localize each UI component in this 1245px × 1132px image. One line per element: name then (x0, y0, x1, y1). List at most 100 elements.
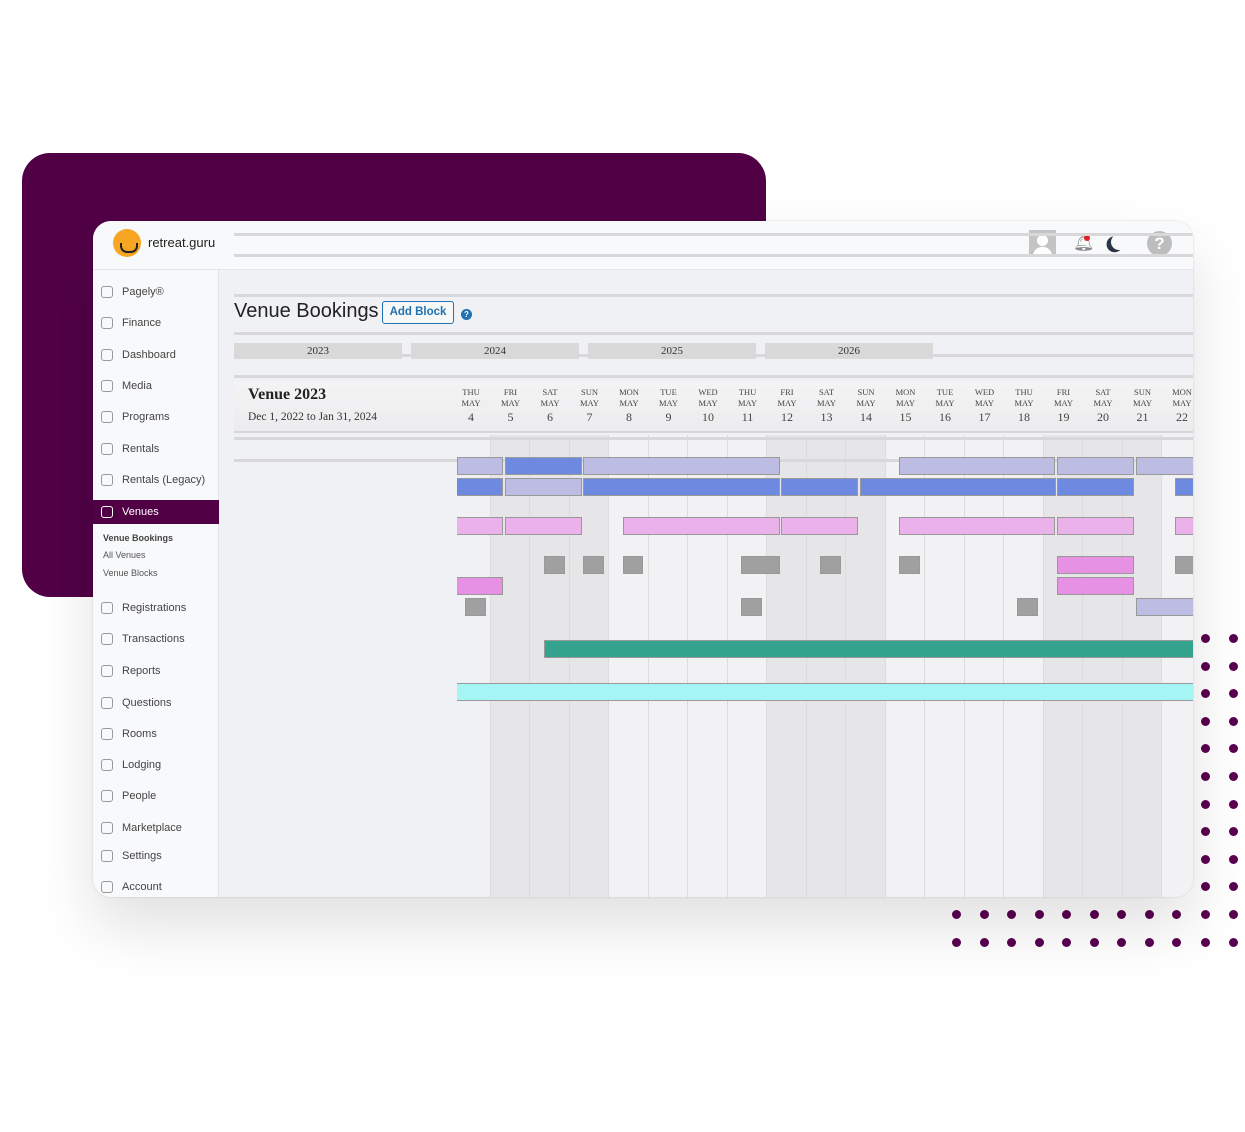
day-of-week: SUN (857, 387, 875, 397)
row-separator (234, 437, 1193, 440)
booking-block-pink[interactable] (457, 517, 504, 535)
day-number: 16 (939, 410, 951, 424)
day-header[interactable]: THU MAY 18 (1004, 387, 1044, 425)
sidebar-item-account[interactable]: Account (93, 875, 219, 897)
day-header[interactable]: MON MAY 15 (886, 387, 926, 425)
booking-block-magenta[interactable] (1056, 577, 1134, 595)
day-header[interactable]: WED MAY 10 (688, 387, 728, 425)
booking-block-cyan[interactable] (457, 683, 1193, 701)
booking-block-blue[interactable] (1056, 478, 1134, 496)
sidebar-item-reports[interactable]: Reports (93, 659, 219, 683)
booking-block-pink[interactable] (505, 517, 583, 535)
dot (1172, 937, 1181, 947)
booking-block-pink[interactable] (1175, 517, 1193, 535)
day-header[interactable]: THU MAY 4 (451, 387, 491, 425)
day-header[interactable]: FRI MAY 12 (767, 387, 807, 425)
sidebar-item-rooms[interactable]: Rooms (93, 722, 219, 746)
day-header[interactable]: TUE MAY 9 (649, 387, 689, 425)
booking-block-blue[interactable] (457, 478, 504, 496)
booking-block-pink[interactable] (1056, 517, 1134, 535)
brand-name[interactable]: retreat.guru (148, 235, 216, 250)
booking-block-lavender[interactable] (1135, 457, 1193, 475)
booking-block-blue[interactable] (505, 457, 583, 475)
sidebar-item-people[interactable]: People (93, 784, 219, 808)
sidebar-item-transactions[interactable]: Transactions (93, 627, 219, 651)
booking-block-gray[interactable] (622, 556, 643, 574)
booking-block-lavender[interactable] (1135, 598, 1193, 616)
booking-block-gray[interactable] (1175, 556, 1193, 574)
booking-block-lavender[interactable] (505, 478, 583, 496)
dot (952, 937, 961, 947)
day-header[interactable]: SAT MAY 13 (807, 387, 847, 425)
booking-block-gray[interactable] (740, 556, 781, 574)
submenu-venue-bookings[interactable]: Venue Bookings (103, 533, 174, 543)
booking-block-pink[interactable] (898, 517, 1055, 535)
booking-block-magenta[interactable] (457, 577, 504, 595)
booking-block-magenta[interactable] (1056, 556, 1134, 574)
month: MAY (698, 398, 718, 408)
sidebar-item-registrations[interactable]: Registrations (93, 596, 219, 620)
sidebar-item-media[interactable]: Media (93, 374, 219, 398)
sidebar-item-rentals[interactable]: Rentals (93, 437, 219, 461)
sidebar-item-label: Transactions (122, 633, 185, 645)
day-number: 7 (586, 410, 593, 424)
logo-icon[interactable] (113, 229, 141, 257)
comment-icon (101, 822, 113, 834)
day-header[interactable]: SUN MAY 7 (570, 387, 610, 425)
booking-block-lavender[interactable] (1056, 457, 1134, 475)
booking-block-gray[interactable] (898, 556, 920, 574)
dot (1201, 716, 1210, 726)
booking-block-gray[interactable] (819, 556, 841, 574)
sidebar-item-dashboard[interactable]: Dashboard (93, 343, 219, 367)
day-header[interactable]: MON MAY 8 (609, 387, 649, 425)
sidebar-item-pagely[interactable]: Pagely® (93, 280, 219, 304)
day-header[interactable]: SAT MAY 20 (1083, 387, 1123, 425)
sidebar-item-venues[interactable]: Venues (93, 500, 219, 524)
booking-block-blue[interactable] (582, 478, 781, 496)
sidebar-item-marketplace[interactable]: Marketplace (93, 816, 219, 840)
help-icon[interactable]: ? (461, 309, 472, 320)
day-header[interactable]: SUN MAY 14 (846, 387, 886, 425)
day-of-week: SAT (818, 387, 835, 397)
booking-block-pink[interactable] (622, 517, 781, 535)
sidebar-item-rentals-legacy[interactable]: Rentals (Legacy) (93, 468, 219, 492)
row-separator (234, 332, 1193, 335)
submenu-venue-blocks[interactable]: Venue Blocks (103, 568, 158, 578)
day-header[interactable]: TUE MAY 16 (925, 387, 965, 425)
day-header[interactable]: FRI MAY 19 (1044, 387, 1084, 425)
booking-block-blue[interactable] (780, 478, 858, 496)
row-separator (234, 254, 1193, 257)
booking-block-pink[interactable] (780, 517, 858, 535)
month: MAY (500, 398, 521, 408)
submenu-all-venues[interactable]: All Venues (103, 550, 146, 560)
sidebar-item-questions[interactable]: Questions (93, 691, 219, 715)
day-header[interactable]: SAT MAY 6 (530, 387, 570, 425)
day-header[interactable]: THU MAY 11 (728, 387, 768, 425)
booking-block-lavender[interactable] (582, 457, 781, 475)
sidebar-item-programs[interactable]: Programs (93, 405, 219, 429)
building-icon (101, 506, 113, 518)
day-header[interactable]: WED MAY 17 (965, 387, 1005, 425)
sidebar-item-label: Registrations (122, 602, 187, 614)
sidebar-item-settings[interactable]: Settings (93, 844, 219, 868)
booking-block-gray[interactable] (1017, 598, 1038, 616)
sidebar-item-lodging[interactable]: Lodging (93, 753, 219, 777)
add-block-button[interactable]: Add Block (382, 301, 454, 324)
day-header[interactable]: FRI MAY 5 (491, 387, 531, 425)
booking-block-gray[interactable] (464, 598, 487, 616)
booking-block-lavender[interactable] (457, 457, 504, 475)
day-of-week: WED (974, 387, 995, 397)
booking-block-lavender[interactable] (898, 457, 1055, 475)
booking-block-gray[interactable] (740, 598, 762, 616)
booking-block-blue[interactable] (1175, 478, 1193, 496)
booking-block-gray[interactable] (543, 556, 566, 574)
booking-block-blue[interactable] (859, 478, 1057, 496)
bell-icon[interactable]: 🔔︎ (1073, 233, 1095, 252)
day-header[interactable]: MON MAY 22 (1162, 387, 1193, 425)
day-header[interactable]: SUN MAY 21 (1123, 387, 1163, 425)
dot (1228, 716, 1238, 726)
booking-block-gray[interactable] (582, 556, 604, 574)
sidebar-item-label: Dashboard (122, 349, 176, 361)
sidebar-item-finance[interactable]: Finance (93, 311, 219, 335)
booking-block-teal[interactable] (543, 640, 1193, 658)
